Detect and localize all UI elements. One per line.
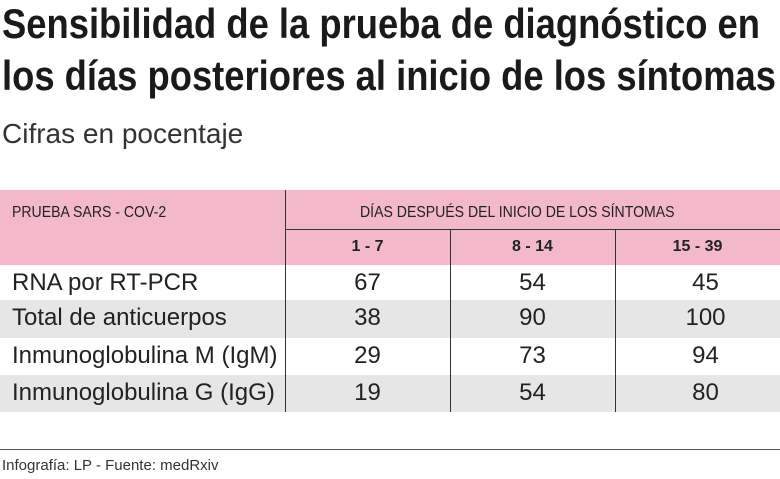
- title-line: los días posteriores al inicio de los sí…: [2, 52, 776, 99]
- footer-rule: [0, 449, 780, 450]
- cell-value: 67: [354, 269, 381, 296]
- column-divider: [450, 229, 451, 412]
- title: Sensibilidad de la prueba de diagnóstico…: [2, 0, 776, 99]
- column-divider: [285, 190, 286, 412]
- cell-value: 80: [692, 379, 719, 406]
- cell-value: 38: [354, 304, 381, 331]
- group-header: DÍAS DESPUÉS DEL INICIO DE LOS SÍNTOMAS: [360, 204, 675, 221]
- row-band: [0, 375, 780, 412]
- cell-value: 90: [519, 304, 546, 331]
- cell-value: 29: [354, 342, 381, 369]
- row-label: Total de anticuerpos: [12, 304, 227, 331]
- column-header: 15 - 39: [672, 238, 723, 255]
- column-header: 1 - 7: [351, 238, 384, 255]
- cell-value: 45: [692, 269, 719, 296]
- cell-value: 73: [519, 342, 546, 369]
- cell-value: 54: [519, 269, 546, 296]
- cell-value: 19: [354, 379, 381, 406]
- row-band: [0, 300, 780, 338]
- corner-header: PRUEBA SARS - COV-2: [12, 204, 167, 221]
- subtitle: Cifras en pocentaje: [2, 118, 244, 149]
- header-band: [0, 190, 780, 265]
- row-label: Inmunoglobulina G (IgG): [12, 379, 275, 406]
- table: PRUEBA SARS - COV-2 DÍAS DESPUÉS DEL INI…: [0, 190, 780, 412]
- cell-value: 100: [685, 304, 726, 331]
- cell-value: 94: [692, 342, 719, 369]
- column-divider: [615, 229, 616, 412]
- cell-value: 54: [519, 379, 546, 406]
- column-header: 8 - 14: [512, 238, 553, 255]
- title-line: Sensibilidad de la prueba de diagnóstico…: [2, 0, 760, 47]
- row-label: Inmunoglobulina M (IgM): [12, 342, 278, 369]
- row-label: RNA por RT-PCR: [12, 269, 199, 296]
- rule: [285, 229, 780, 230]
- source: Infografía: LP - Fuente: medRxiv: [2, 457, 219, 474]
